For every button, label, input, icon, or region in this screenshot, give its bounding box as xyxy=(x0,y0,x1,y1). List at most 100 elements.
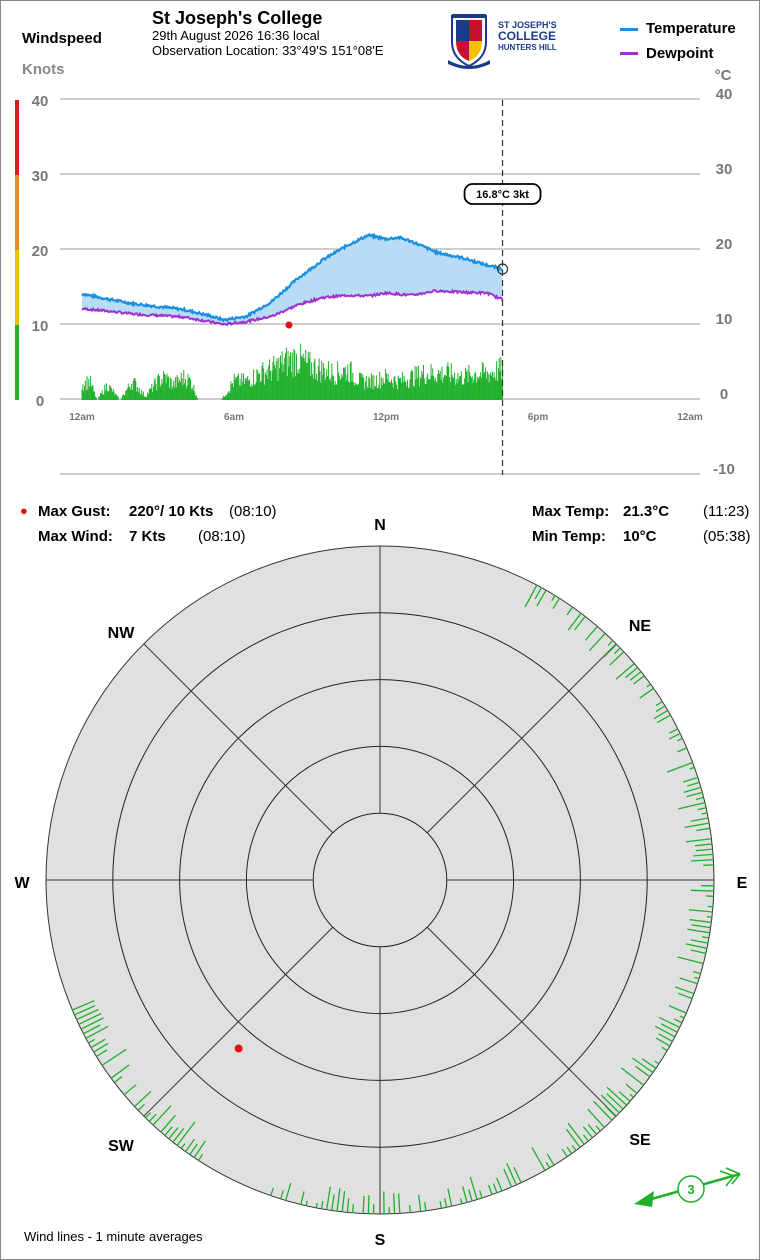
wind-direction-line xyxy=(658,1033,673,1042)
wind-direction-line xyxy=(134,1090,152,1107)
wind-axis-tick-label: 30 xyxy=(32,168,49,185)
dewpoint-legend-label: Dewpoint xyxy=(646,45,714,62)
current-temperature-marker xyxy=(496,263,509,275)
wind-direction-line xyxy=(503,1168,513,1188)
wind-arrow-feather xyxy=(731,1173,741,1185)
wind-direction-line xyxy=(654,1060,660,1065)
wind-direction-line xyxy=(439,1201,443,1209)
max-gust-label: Max Gust: xyxy=(38,503,111,520)
min-temp-time: (05:38) xyxy=(703,528,751,545)
wind-direction-line xyxy=(462,1186,468,1203)
wind-direction-line xyxy=(145,1112,152,1119)
wind-direction-line xyxy=(351,1203,355,1213)
temperature-line xyxy=(81,232,504,323)
wind-direction-line xyxy=(536,589,547,607)
min-temp-label: Min Temp: xyxy=(532,528,606,545)
wind-direction-line xyxy=(678,992,693,1000)
max-gust-value: 220°/ 10 Kts xyxy=(129,503,214,520)
wind-direction-line xyxy=(565,1128,581,1148)
wind-direction-line xyxy=(123,1084,137,1096)
wind-direction-line xyxy=(697,807,707,811)
observation-location: Observation Location: 33°49'S 151°08'E xyxy=(152,43,384,58)
wind-direction-line xyxy=(701,812,708,815)
wind-direction-line xyxy=(513,1166,522,1183)
wind-direction-line xyxy=(88,1038,96,1044)
max-gust-marker-icon: ● xyxy=(20,503,28,518)
time-axis-tick-label: 6am xyxy=(224,412,244,423)
wind-direction-line xyxy=(679,977,698,985)
max-wind-value: 7 Kts xyxy=(129,528,166,545)
wind-direction-line xyxy=(78,1013,102,1025)
wind-direction-line xyxy=(653,709,669,720)
wind-direction-line xyxy=(300,1191,305,1205)
wind-direction-line xyxy=(588,632,606,652)
max-gust-point xyxy=(285,321,293,329)
wind-direction-line xyxy=(695,848,713,852)
wind-direction-line xyxy=(602,643,618,658)
polar-spoke xyxy=(426,926,617,1117)
wind-direction-line xyxy=(606,1093,624,1110)
wind-direction-line xyxy=(367,1195,370,1214)
wind-direction-line xyxy=(673,1018,683,1024)
wind-direction-line xyxy=(571,1145,577,1151)
wind-direction-line xyxy=(686,791,703,798)
wind-direction-line xyxy=(615,663,635,680)
wind-direction-line xyxy=(696,827,711,832)
windspeed-scale-band xyxy=(15,325,19,400)
wind-direction-line xyxy=(613,647,621,655)
wind-direction-line xyxy=(72,1000,95,1011)
svg-text:HUNTERS HILL: HUNTERS HILL xyxy=(498,43,557,52)
wind-direction-line xyxy=(164,1126,173,1136)
wind-direction-line xyxy=(444,1198,448,1208)
wind-direction-line xyxy=(93,1042,109,1053)
time-axis-tick-label: 12pm xyxy=(373,412,399,423)
temp-axis-tick-label: 30 xyxy=(716,161,733,178)
wind-direction-line xyxy=(83,1024,101,1035)
wind-direction-line xyxy=(176,1121,196,1146)
polar-spoke xyxy=(143,643,334,834)
wind-direction-line xyxy=(687,781,700,787)
wind-direction-line xyxy=(625,1083,638,1094)
wind-direction-line xyxy=(669,728,679,734)
current-wind-speed-badge xyxy=(677,1175,705,1203)
station-title: St Joseph's College xyxy=(152,8,323,28)
wind-direction-line xyxy=(666,761,693,773)
wind-direction-line xyxy=(593,1100,613,1121)
temperature-legend-swatch xyxy=(620,28,638,31)
time-axis-tick-label: 12am xyxy=(69,412,95,423)
wind-direction-line xyxy=(629,671,642,681)
wind-arrow-feather xyxy=(725,1167,741,1175)
wind-lines-footnote: Wind lines - 1 minute averages xyxy=(24,1229,203,1244)
wind-direction-line xyxy=(687,928,710,934)
wind-direction-line xyxy=(424,1202,427,1211)
wind-direction-line xyxy=(552,597,561,609)
wind-direction-line xyxy=(679,1015,685,1019)
wind-direction-line xyxy=(566,606,574,616)
wind-direction-polar-chart: N NE E SE S SW W NW 3 xyxy=(14,517,747,1249)
wind-direction-line xyxy=(185,1138,196,1152)
temp-axis-tick-label: 10 xyxy=(716,311,733,328)
temp-axis-tick-label: -10 xyxy=(713,461,735,478)
wind-direction-line xyxy=(607,640,614,646)
wind-direction-line xyxy=(346,1198,350,1213)
wind-direction-line xyxy=(629,1093,635,1098)
wind-direction-line xyxy=(285,1182,292,1201)
wind-direction-line xyxy=(690,889,714,892)
wind-direction-line xyxy=(685,838,712,843)
max-wind-label: Max Wind: xyxy=(38,528,113,545)
wind-direction-line xyxy=(660,1023,678,1033)
wind-direction-line xyxy=(656,714,671,724)
wind-direction-line xyxy=(677,956,704,965)
wind-direction-line xyxy=(193,1140,206,1158)
wind-direction-line xyxy=(609,651,625,666)
wind-axis-tick-label: 40 xyxy=(32,93,49,110)
wind-direction-line xyxy=(496,1177,503,1192)
time-axis-tick-label: 6pm xyxy=(528,412,549,423)
wind-direction-line xyxy=(566,1146,573,1154)
wind-direction-line xyxy=(635,1065,651,1078)
wind-axis-tick-label: 0 xyxy=(36,393,44,410)
wind-direction-line xyxy=(677,747,688,753)
wind-direction-line xyxy=(113,1075,123,1083)
windspeed-scale-band xyxy=(15,250,19,325)
wind-direction-line xyxy=(641,1058,657,1069)
